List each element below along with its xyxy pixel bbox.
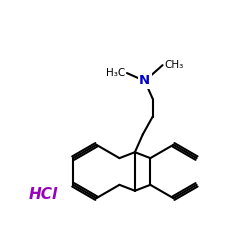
Text: CH₃: CH₃ xyxy=(164,60,184,70)
Text: N: N xyxy=(139,74,150,88)
Text: HCl: HCl xyxy=(28,187,58,202)
Text: H₃C: H₃C xyxy=(106,68,125,78)
